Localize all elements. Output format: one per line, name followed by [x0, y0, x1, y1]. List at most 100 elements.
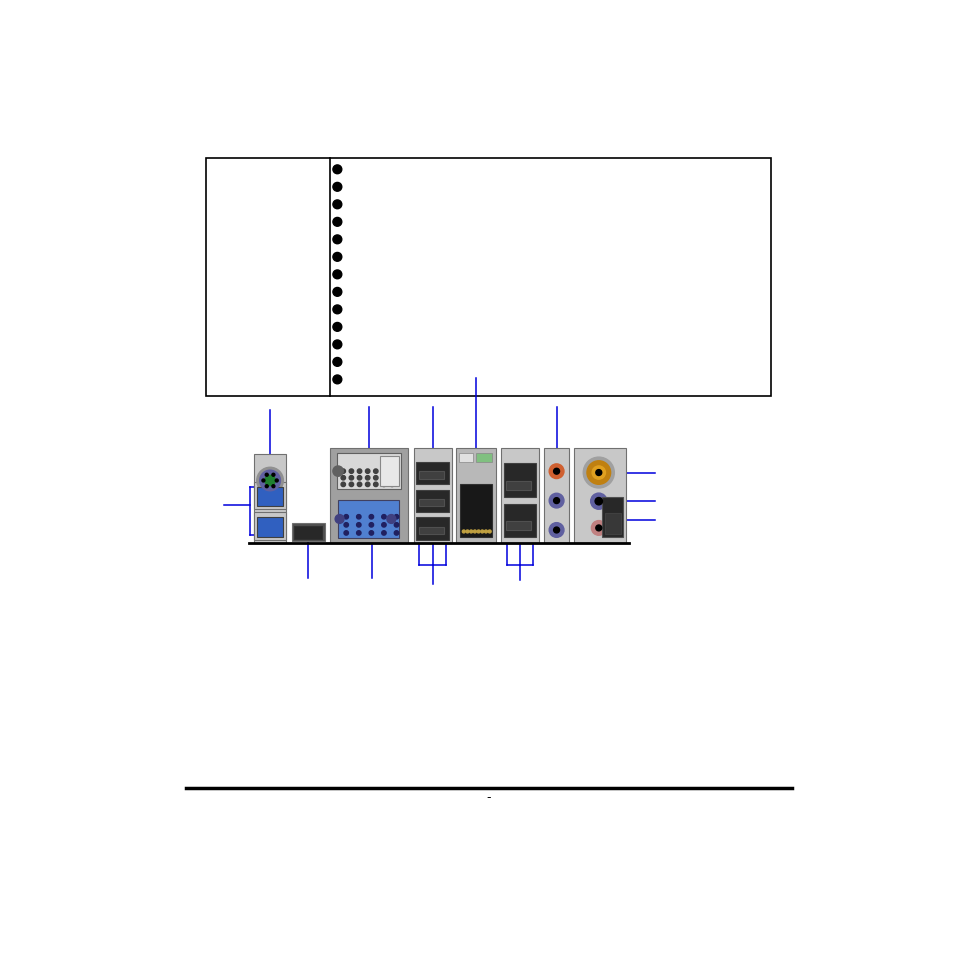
Bar: [418, 499, 443, 507]
Bar: [459, 454, 472, 463]
Circle shape: [381, 531, 386, 536]
Circle shape: [333, 235, 341, 245]
Circle shape: [365, 482, 370, 487]
Circle shape: [333, 201, 341, 210]
Circle shape: [390, 470, 394, 474]
Circle shape: [590, 494, 606, 510]
Text: -: -: [486, 790, 491, 803]
Circle shape: [484, 531, 487, 534]
Bar: [253, 455, 286, 543]
Circle shape: [272, 485, 274, 488]
Circle shape: [349, 476, 354, 480]
Circle shape: [369, 523, 374, 528]
Bar: [336, 454, 400, 489]
Circle shape: [262, 479, 265, 482]
Bar: [418, 528, 443, 535]
Circle shape: [388, 466, 398, 476]
Circle shape: [369, 531, 374, 536]
Bar: [459, 484, 492, 537]
Circle shape: [349, 482, 354, 487]
Circle shape: [465, 531, 469, 534]
Bar: [544, 448, 568, 543]
Bar: [256, 518, 283, 537]
Bar: [503, 504, 536, 537]
Circle shape: [333, 375, 341, 384]
Circle shape: [595, 498, 602, 505]
Circle shape: [549, 464, 563, 479]
Circle shape: [333, 288, 341, 297]
Circle shape: [357, 476, 361, 480]
Bar: [418, 472, 443, 479]
Circle shape: [462, 531, 465, 534]
Circle shape: [381, 482, 386, 487]
Circle shape: [381, 515, 386, 519]
Circle shape: [341, 470, 345, 474]
Circle shape: [344, 523, 348, 528]
Circle shape: [553, 469, 559, 475]
Bar: [416, 462, 449, 484]
Bar: [253, 482, 286, 510]
Circle shape: [256, 468, 283, 495]
Circle shape: [469, 531, 472, 534]
Circle shape: [333, 340, 341, 350]
Bar: [413, 448, 452, 543]
Circle shape: [374, 470, 377, 474]
Circle shape: [374, 482, 377, 487]
Bar: [456, 448, 495, 543]
Circle shape: [333, 323, 341, 332]
Bar: [253, 513, 286, 540]
Bar: [574, 448, 625, 543]
Circle shape: [265, 485, 268, 488]
Circle shape: [357, 470, 361, 474]
Circle shape: [275, 479, 278, 482]
Circle shape: [549, 494, 563, 508]
Circle shape: [333, 183, 341, 192]
Circle shape: [473, 531, 476, 534]
Bar: [476, 454, 492, 463]
Circle shape: [582, 457, 614, 489]
Circle shape: [394, 515, 398, 519]
Circle shape: [365, 470, 370, 474]
Circle shape: [259, 471, 280, 491]
Circle shape: [553, 498, 559, 504]
Bar: [601, 497, 622, 537]
Circle shape: [357, 482, 361, 487]
Circle shape: [333, 253, 341, 262]
Bar: [416, 490, 449, 512]
Bar: [505, 481, 531, 490]
Circle shape: [592, 466, 605, 479]
Circle shape: [596, 525, 601, 532]
Circle shape: [390, 482, 394, 487]
Circle shape: [394, 531, 398, 536]
Circle shape: [390, 476, 394, 480]
Circle shape: [341, 476, 345, 480]
Circle shape: [333, 271, 341, 279]
Circle shape: [349, 470, 354, 474]
Circle shape: [356, 531, 360, 536]
Bar: [206, 158, 771, 396]
Bar: [292, 524, 324, 541]
Circle shape: [333, 466, 343, 476]
Circle shape: [591, 521, 605, 536]
Circle shape: [333, 358, 341, 367]
Circle shape: [586, 461, 610, 485]
Circle shape: [272, 474, 274, 476]
Bar: [604, 514, 620, 534]
Circle shape: [369, 515, 374, 519]
Bar: [294, 527, 321, 539]
Circle shape: [476, 531, 479, 534]
Circle shape: [356, 515, 360, 519]
Circle shape: [381, 523, 386, 528]
Circle shape: [596, 470, 601, 476]
Circle shape: [356, 523, 360, 528]
Bar: [416, 518, 449, 540]
Bar: [337, 500, 399, 538]
Circle shape: [333, 306, 341, 314]
Circle shape: [394, 523, 398, 528]
Circle shape: [333, 218, 341, 227]
Circle shape: [480, 531, 483, 534]
Circle shape: [381, 476, 386, 480]
Circle shape: [344, 515, 348, 519]
Bar: [256, 487, 283, 506]
Circle shape: [344, 531, 348, 536]
